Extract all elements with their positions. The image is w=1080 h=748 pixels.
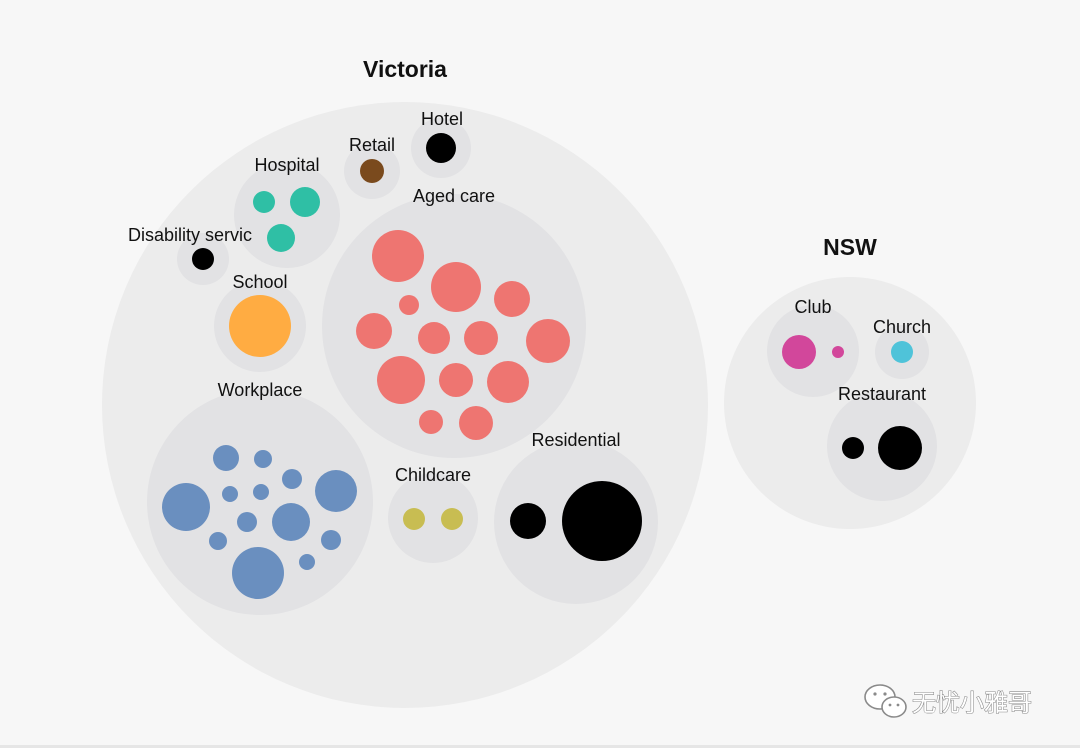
group-circle-hospital (234, 162, 340, 268)
group-label-restaurant: Restaurant (838, 384, 926, 404)
cluster-bubble-hospital-2 (290, 187, 320, 217)
cluster-bubble-aged-care-6 (418, 322, 450, 354)
cluster-bubble-aged-care-8 (526, 319, 570, 363)
group-circle-childcare (388, 473, 478, 563)
group-label-hospital: Hospital (254, 155, 319, 175)
cluster-bubble-restaurant-1 (842, 437, 864, 459)
bottom-divider (0, 745, 1080, 748)
cluster-bubble-retail-1 (360, 159, 384, 183)
cluster-bubble-club-1 (782, 335, 816, 369)
watermark: 无忧小雅哥 (864, 684, 1033, 718)
cluster-bubble-disability-1 (192, 248, 214, 270)
cluster-bubble-workplace-10 (209, 532, 227, 550)
state-nsw: NSW Club Church Restaurant (724, 234, 976, 529)
cluster-bubble-childcare-2 (441, 508, 463, 530)
group-label-workplace: Workplace (218, 380, 303, 400)
cluster-bubble-childcare-1 (403, 508, 425, 530)
cluster-bubble-hospital-1 (253, 191, 275, 213)
group-label-retail: Retail (349, 135, 395, 155)
group-label-aged-care: Aged care (413, 186, 495, 206)
cluster-bubble-aged-care-4 (399, 295, 419, 315)
group-label-church: Church (873, 317, 931, 337)
cluster-bubble-workplace-8 (237, 512, 257, 532)
cluster-bubble-hospital-3 (267, 224, 295, 252)
group-label-residential: Residential (531, 430, 620, 450)
state-label-nsw: NSW (823, 234, 877, 260)
cluster-bubble-aged-care-11 (487, 361, 529, 403)
cluster-bubble-aged-care-1 (372, 230, 424, 282)
group-label-hotel: Hotel (421, 109, 463, 129)
group-label-childcare: Childcare (395, 465, 471, 485)
cluster-bubble-workplace-2 (254, 450, 272, 468)
cluster-bubble-school-1 (229, 295, 291, 357)
cluster-bubble-workplace-13 (299, 554, 315, 570)
cluster-bubble-workplace-9 (272, 503, 310, 541)
cluster-bubble-aged-care-7 (464, 321, 498, 355)
cluster-bubble-aged-care-2 (431, 262, 481, 312)
group-circle-workplace (147, 389, 373, 615)
cluster-bubble-workplace-12 (232, 547, 284, 599)
cluster-bubble-workplace-5 (162, 483, 210, 531)
cluster-bubble-workplace-11 (321, 530, 341, 550)
cluster-bubble-church-1 (891, 341, 913, 363)
cluster-bubble-workplace-6 (222, 486, 238, 502)
cluster-bubble-workplace-3 (282, 469, 302, 489)
cluster-bubble-hotel-1 (426, 133, 456, 163)
cluster-bubble-aged-care-10 (439, 363, 473, 397)
group-label-club: Club (794, 297, 831, 317)
wechat-icon (864, 684, 907, 718)
cluster-bubble-aged-care-5 (356, 313, 392, 349)
cluster-bubble-residential-1 (510, 503, 546, 539)
cluster-bubble-residential-2 (562, 481, 642, 561)
state-victoria: Victoria Hotel Retail Hospital Disabilit… (102, 56, 708, 708)
cluster-bubble-workplace-7 (253, 484, 269, 500)
cluster-bubble-restaurant-2 (878, 426, 922, 470)
cluster-bubble-workplace-1 (213, 445, 239, 471)
watermark-text: 无忧小雅哥 (912, 689, 1032, 717)
cluster-bubble-aged-care-12 (419, 410, 443, 434)
cluster-bubble-aged-care-13 (459, 406, 493, 440)
state-label-victoria: Victoria (363, 56, 447, 82)
cluster-bubble-aged-care-3 (494, 281, 530, 317)
cluster-bubble-club-2 (832, 346, 844, 358)
cluster-bubble-aged-care-9 (377, 356, 425, 404)
group-label-disability: Disability servic (128, 225, 252, 245)
group-label-school: School (232, 272, 287, 292)
cluster-bubble-workplace-4 (315, 470, 357, 512)
